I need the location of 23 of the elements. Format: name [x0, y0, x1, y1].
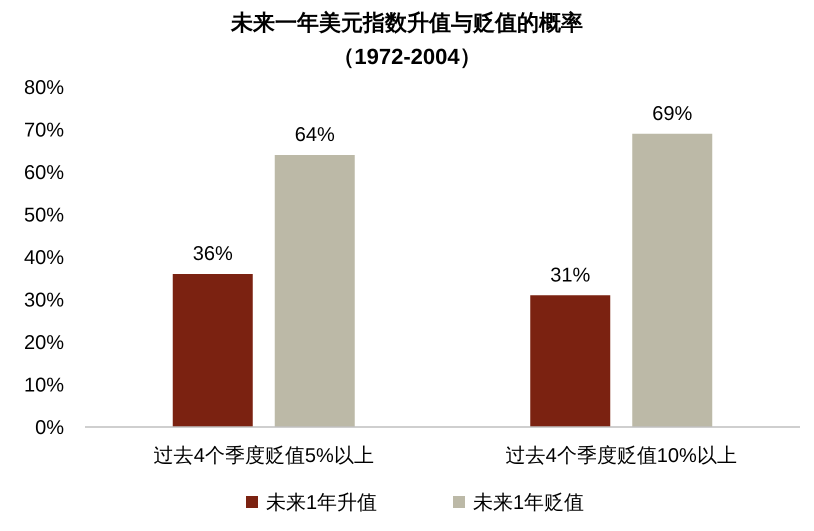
y-tick-label: 40%	[24, 247, 64, 269]
legend-label: 未来1年升值	[266, 492, 378, 514]
legend-label: 未来1年贬值	[473, 492, 584, 514]
y-tick-label: 60%	[24, 162, 64, 184]
y-tick-label: 50%	[24, 204, 64, 226]
y-tick-label: 70%	[24, 120, 64, 142]
y-tick-label: 10%	[24, 374, 64, 396]
y-tick-label: 30%	[24, 290, 64, 312]
data-label: 31%	[550, 264, 590, 286]
x-tick-label: 过去4个季度贬值10%以上	[506, 445, 737, 467]
chart-subtitle: （1972-2004）	[332, 44, 482, 69]
bar	[530, 295, 610, 427]
x-tick-label: 过去4个季度贬值5%以上	[154, 445, 374, 467]
chart-title: 未来一年美元指数升值与贬值的概率	[230, 10, 583, 35]
data-label: 69%	[652, 102, 692, 125]
data-label: 64%	[294, 124, 335, 146]
bar	[274, 155, 355, 427]
y-tick-label: 0%	[35, 417, 64, 439]
data-label: 36%	[192, 243, 233, 265]
y-tick-label: 80%	[24, 77, 64, 99]
y-tick-label: 20%	[24, 332, 64, 354]
bar	[632, 134, 712, 427]
bar	[172, 274, 253, 427]
